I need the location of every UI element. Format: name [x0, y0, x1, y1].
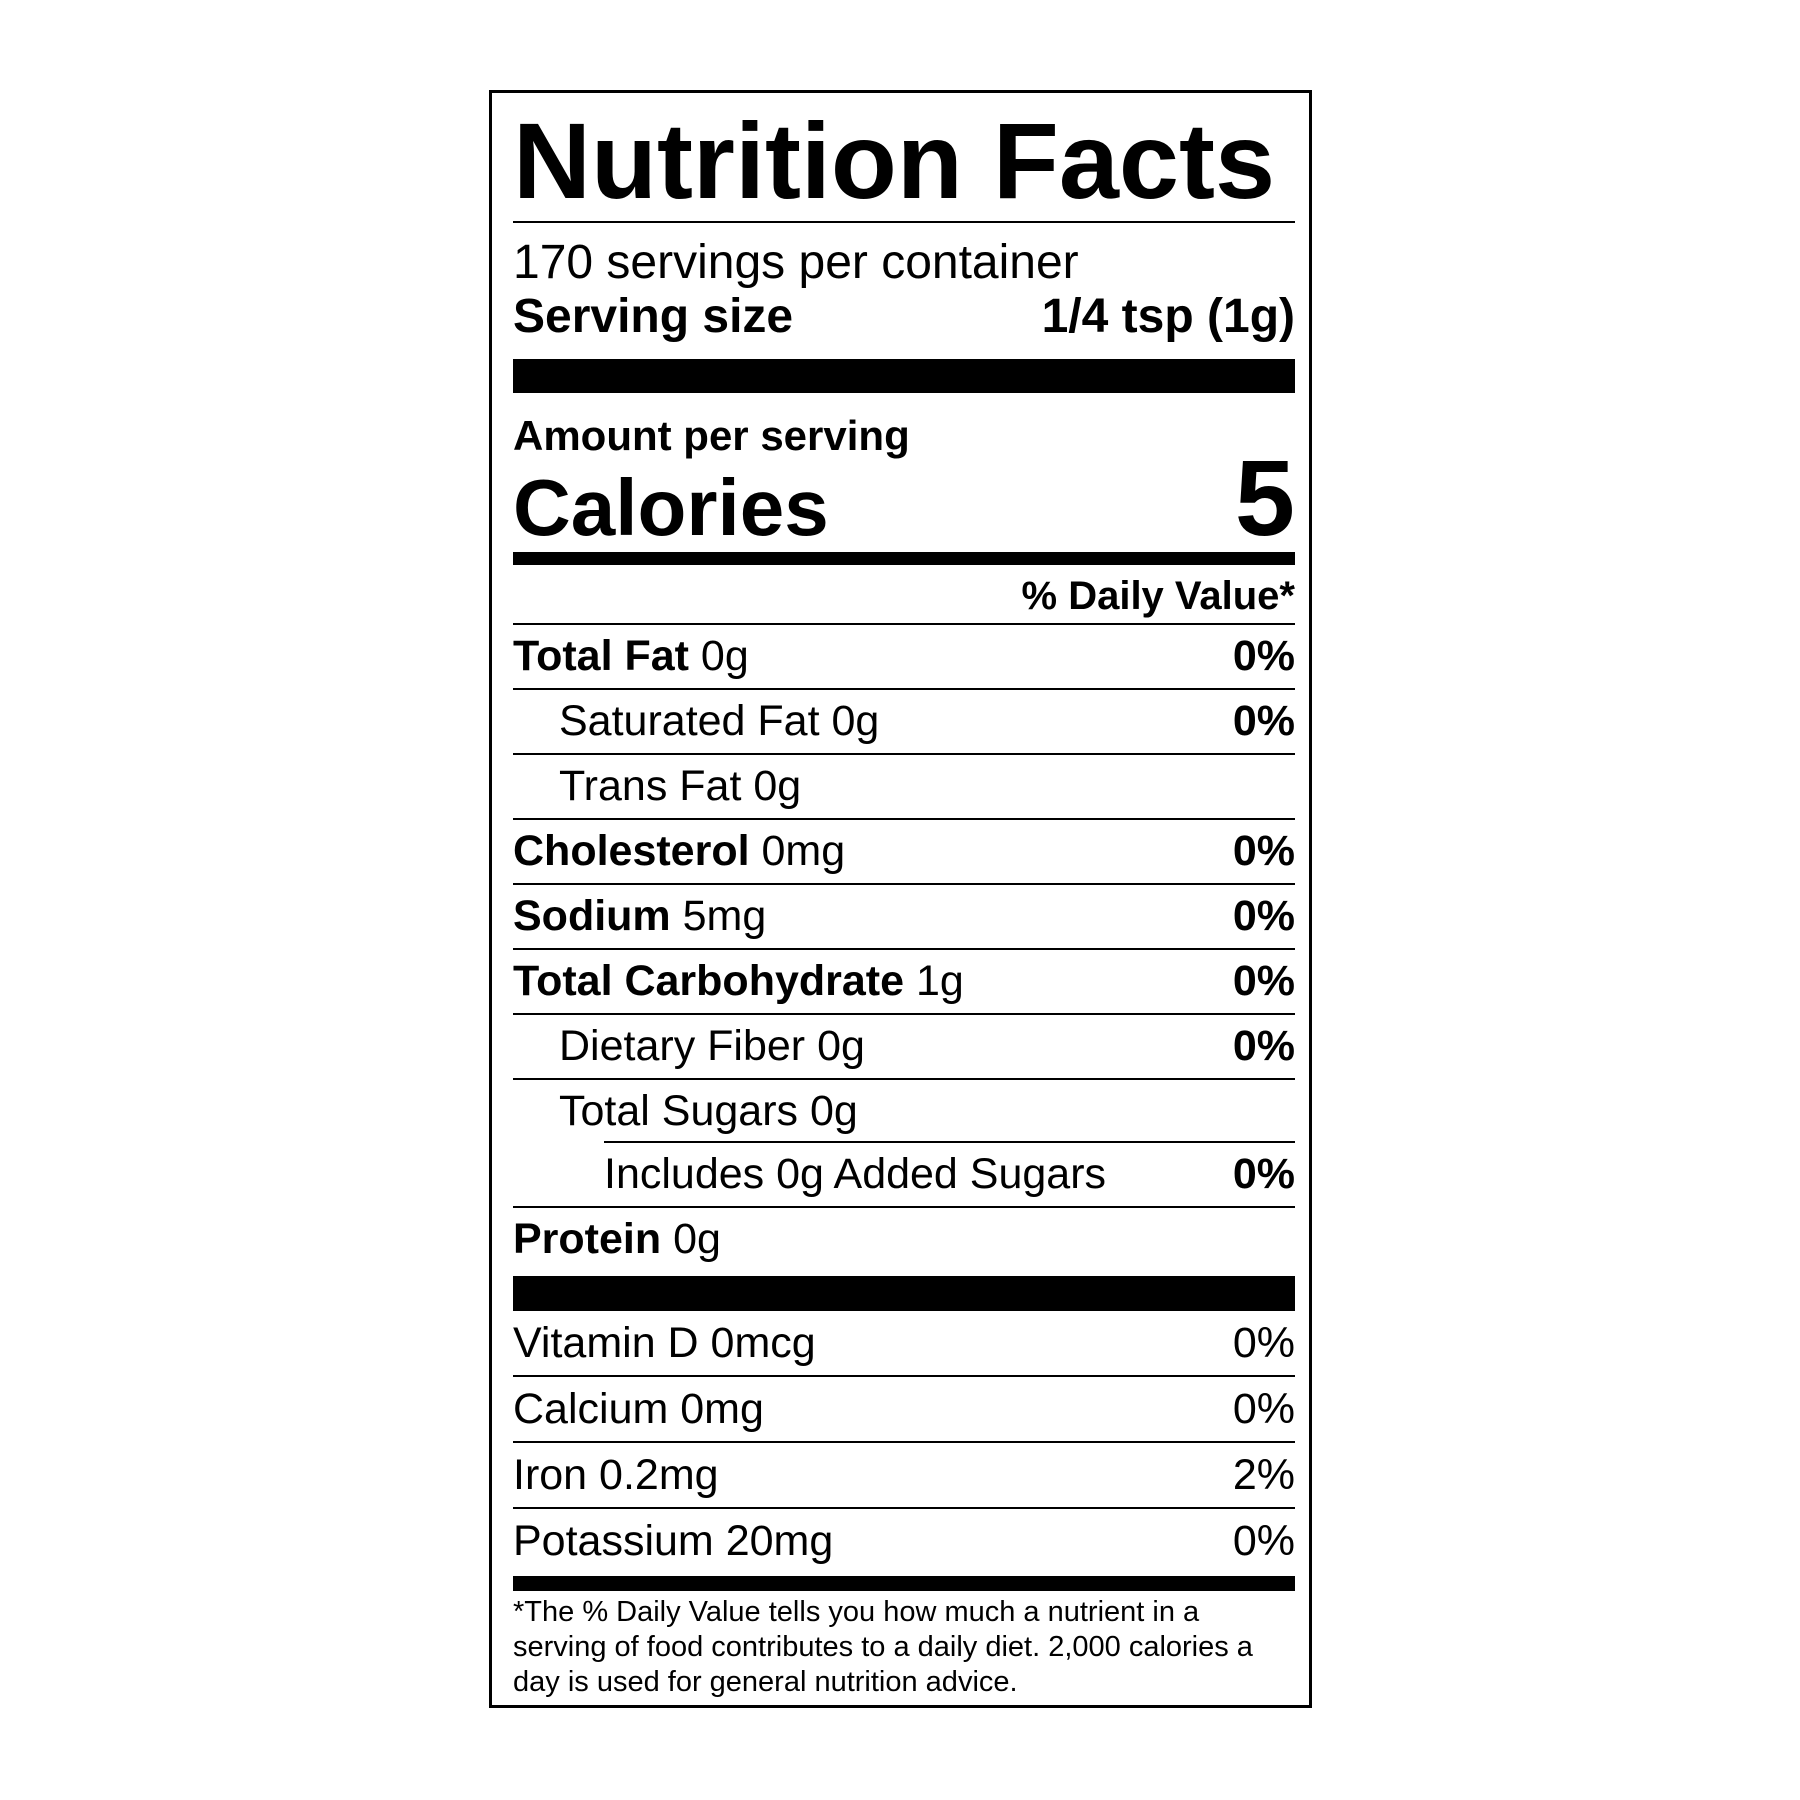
label-title: Nutrition Facts — [513, 100, 1276, 221]
nutrient-row-trans-fat: Trans Fat 0g — [513, 755, 1295, 820]
vitamin-row-vitamin-d: Vitamin D 0mcg 0% — [513, 1311, 1295, 1377]
nutrient-row-cholesterol: Cholesterol 0mg 0% — [513, 820, 1295, 885]
divider — [513, 623, 1295, 625]
nutrition-facts-label: Nutrition Facts 170 servings per contain… — [489, 90, 1312, 1708]
nutrient-row-total-fat: Total Fat 0g 0% — [513, 625, 1295, 690]
nutrient-row-protein: Protein 0g — [513, 1215, 721, 1263]
vitamin-row-calcium: Calcium 0mg 0% — [513, 1377, 1295, 1443]
nutrient-row-dietary-fiber: Dietary Fiber 0g 0% — [513, 1015, 1295, 1080]
amount-per-serving: Amount per serving — [513, 412, 910, 459]
divider — [513, 221, 1295, 223]
vitamin-list: Vitamin D 0mcg 0% Calcium 0mg 0% Iron 0.2m… — [513, 1311, 1295, 1573]
nutrient-row-sodium: Sodium 5mg 0% — [513, 885, 1295, 950]
footnote: *The % Daily Value tells you how much a … — [513, 1596, 1253, 1698]
serving-size-value: 1/4 tsp (1g) — [1041, 290, 1295, 343]
vitamin-row-iron: Iron 0.2mg 2% — [513, 1443, 1295, 1509]
nutrient-row-total-sugars: Total Sugars 0g — [513, 1080, 1295, 1143]
thick-divider — [513, 1276, 1295, 1311]
thick-divider — [513, 359, 1295, 393]
servings-per-container: 170 servings per container — [513, 236, 1079, 289]
daily-value-header: % Daily Value* — [1021, 574, 1295, 618]
calories-row: Calories 5 — [513, 443, 1295, 553]
nutrient-row-total-carbohydrate: Total Carbohydrate 1g 0% — [513, 950, 1295, 1015]
nutrient-list: Total Fat 0g 0% Saturated Fat 0g 0% Trans … — [513, 625, 1295, 1271]
medium-divider — [513, 1576, 1295, 1591]
nutrient-row-added-sugars: Includes 0g Added Sugars 0% — [513, 1143, 1295, 1208]
vitamin-row-potassium: Potassium 20mg 0% — [513, 1516, 1295, 1565]
serving-size-row: Serving size 1/4 tsp (1g) — [513, 289, 1295, 345]
calories-value: 5 — [1234, 437, 1295, 558]
calories-label: Calories — [513, 463, 829, 552]
medium-divider — [513, 552, 1295, 565]
nutrient-row-saturated-fat: Saturated Fat 0g 0% — [513, 690, 1295, 755]
serving-size-label: Serving size — [513, 290, 794, 343]
